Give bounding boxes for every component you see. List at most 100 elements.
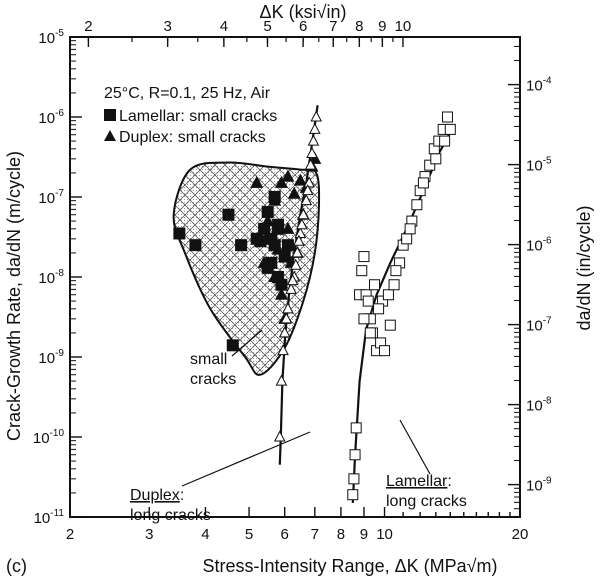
point-lamellar-long: [374, 304, 384, 314]
point-lamellar-long: [350, 450, 360, 460]
y-tick-label-exponent: -8: [55, 268, 64, 279]
point-lamellar-long: [391, 266, 401, 276]
y-right-tick-label-exponent: -4: [543, 76, 552, 87]
y-tick-label-exponent: -9: [55, 348, 64, 359]
annotation-duplex-long-line1: Duplex:: [130, 487, 184, 504]
y-right-tick-label: 10-8: [526, 396, 552, 415]
x-top-tick-label: 8: [355, 18, 363, 35]
annotation-lamellar-colon: :: [447, 473, 451, 490]
x-axis-label: Stress-Intensity Range, ΔK (MPa√m): [203, 556, 498, 576]
point-lamellar-small: [235, 239, 247, 251]
x-tick-label: 20: [512, 526, 529, 543]
y-tick-label: 10-10: [33, 428, 65, 447]
y-right-tick-label-exponent: -7: [543, 316, 552, 327]
y-right-tick-label: 10-5: [526, 156, 552, 175]
point-lamellar-long: [412, 200, 422, 210]
point-lamellar-long: [440, 136, 450, 146]
point-duplex-long: [276, 376, 286, 386]
point-lamellar-long: [402, 234, 412, 244]
point-lamellar-small: [272, 219, 284, 231]
annotation-small-cracks-line2: cracks: [190, 371, 236, 388]
point-lamellar-long: [363, 296, 373, 306]
point-lamellar-long: [359, 252, 369, 262]
annotation-lamellar-long-line1: Lamellar:: [386, 473, 452, 490]
y-tick-label: 10-5: [38, 28, 64, 47]
point-lamellar-long: [351, 423, 361, 433]
y-axis-label: Crack-Growth Rate, da/dN (m/cycle): [4, 151, 24, 441]
point-lamellar-long: [349, 474, 359, 484]
x-tick-label: 7: [311, 526, 319, 543]
y-right-tick-label-exponent: -9: [543, 476, 552, 487]
y-right-axis-label: da/dN (in/cycle): [574, 205, 594, 330]
y-right-tick-label: 10-4: [526, 76, 552, 95]
annotation-duplex-leader: [182, 432, 310, 486]
point-duplex-long: [311, 112, 321, 122]
x-tick-label: 10: [376, 526, 393, 543]
x-top-tick-label: 3: [163, 18, 171, 35]
y-tick-label: 10-11: [34, 508, 65, 527]
panel-label: (c): [6, 556, 27, 576]
y-tick-label: 10-9: [38, 348, 64, 367]
y-tick-label-exponent: -6: [55, 108, 64, 119]
annotation-small-cracks-line1: small: [190, 351, 227, 368]
y-right-tick-label-exponent: -5: [543, 156, 552, 167]
x-top-tick-label: 10: [395, 18, 412, 35]
annotation-lamellar-name: Lamellar: [386, 473, 448, 490]
point-lamellar-long: [418, 178, 428, 188]
x-tick-label: 2: [66, 526, 74, 543]
y-right-tick-label: 10-9: [526, 476, 552, 495]
annotation-duplex-long-line2: long cracks: [130, 507, 211, 524]
point-lamellar-long: [370, 280, 380, 290]
y-right-tick-label-exponent: -6: [543, 236, 552, 247]
conditions-label: 25°C, R=0.1, 25 Hz, Air: [104, 85, 271, 102]
y-right-tick-label: 10-6: [526, 236, 552, 255]
y-tick-label-exponent: -10: [50, 428, 65, 439]
x-tick-label: 8: [337, 526, 345, 543]
annotation-lamellar-leader: [400, 420, 430, 474]
point-lamellar-long: [389, 280, 399, 290]
point-duplex-long: [308, 136, 318, 146]
point-lamellar-long: [365, 328, 375, 338]
point-lamellar-long: [359, 314, 369, 324]
x-top-tick-label: 2: [84, 18, 92, 35]
point-lamellar-long: [431, 154, 441, 164]
point-lamellar-small: [227, 339, 239, 351]
x-top-tick-label: 4: [220, 18, 228, 35]
legend-marker-duplex-small: [104, 130, 116, 141]
x-tick-label: 6: [281, 526, 289, 543]
x-tick-label: 3: [145, 526, 153, 543]
point-lamellar-long: [348, 490, 358, 500]
legend-label-lamellar-small: Lamellar: small cracks: [119, 108, 277, 125]
point-duplex-long: [310, 124, 320, 133]
y-tick-label: 10-6: [38, 108, 64, 127]
legend-marker-lamellar-small: [104, 109, 116, 121]
point-duplex-long: [307, 148, 317, 158]
point-lamellar-long: [445, 124, 455, 134]
x-top-tick-label: 9: [378, 18, 386, 35]
annotation-duplex-colon: :: [180, 487, 184, 504]
y-tick-label-exponent: -7: [55, 188, 64, 199]
point-lamellar-small: [189, 239, 201, 251]
point-lamellar-long: [405, 224, 415, 234]
point-lamellar-long: [383, 290, 393, 300]
x-tick-label: 4: [201, 526, 209, 543]
point-lamellar-small: [282, 239, 294, 251]
y-tick-label: 10-7: [38, 188, 64, 207]
y-tick-label-exponent: -5: [55, 28, 64, 39]
point-duplex-long: [275, 432, 285, 442]
point-lamellar-small: [173, 227, 185, 239]
annotation-duplex-name: Duplex: [130, 487, 180, 504]
legend-label-duplex-small: Duplex: small cracks: [119, 129, 266, 146]
point-lamellar-small: [222, 209, 234, 221]
point-lamellar-small: [254, 235, 266, 247]
x-tick-label: 9: [360, 526, 368, 543]
x-tick-label: 5: [245, 526, 253, 543]
y-tick-label: 10-8: [38, 268, 64, 287]
x-top-axis-label: ΔK (ksi√in): [260, 2, 347, 22]
y-right-tick-label: 10-7: [526, 316, 552, 335]
y-right-tick-label-exponent: -8: [543, 396, 552, 407]
annotation-lamellar-long-line2: long cracks: [386, 493, 467, 510]
y-tick-label-exponent: -11: [50, 508, 64, 519]
point-lamellar-long: [357, 266, 367, 276]
